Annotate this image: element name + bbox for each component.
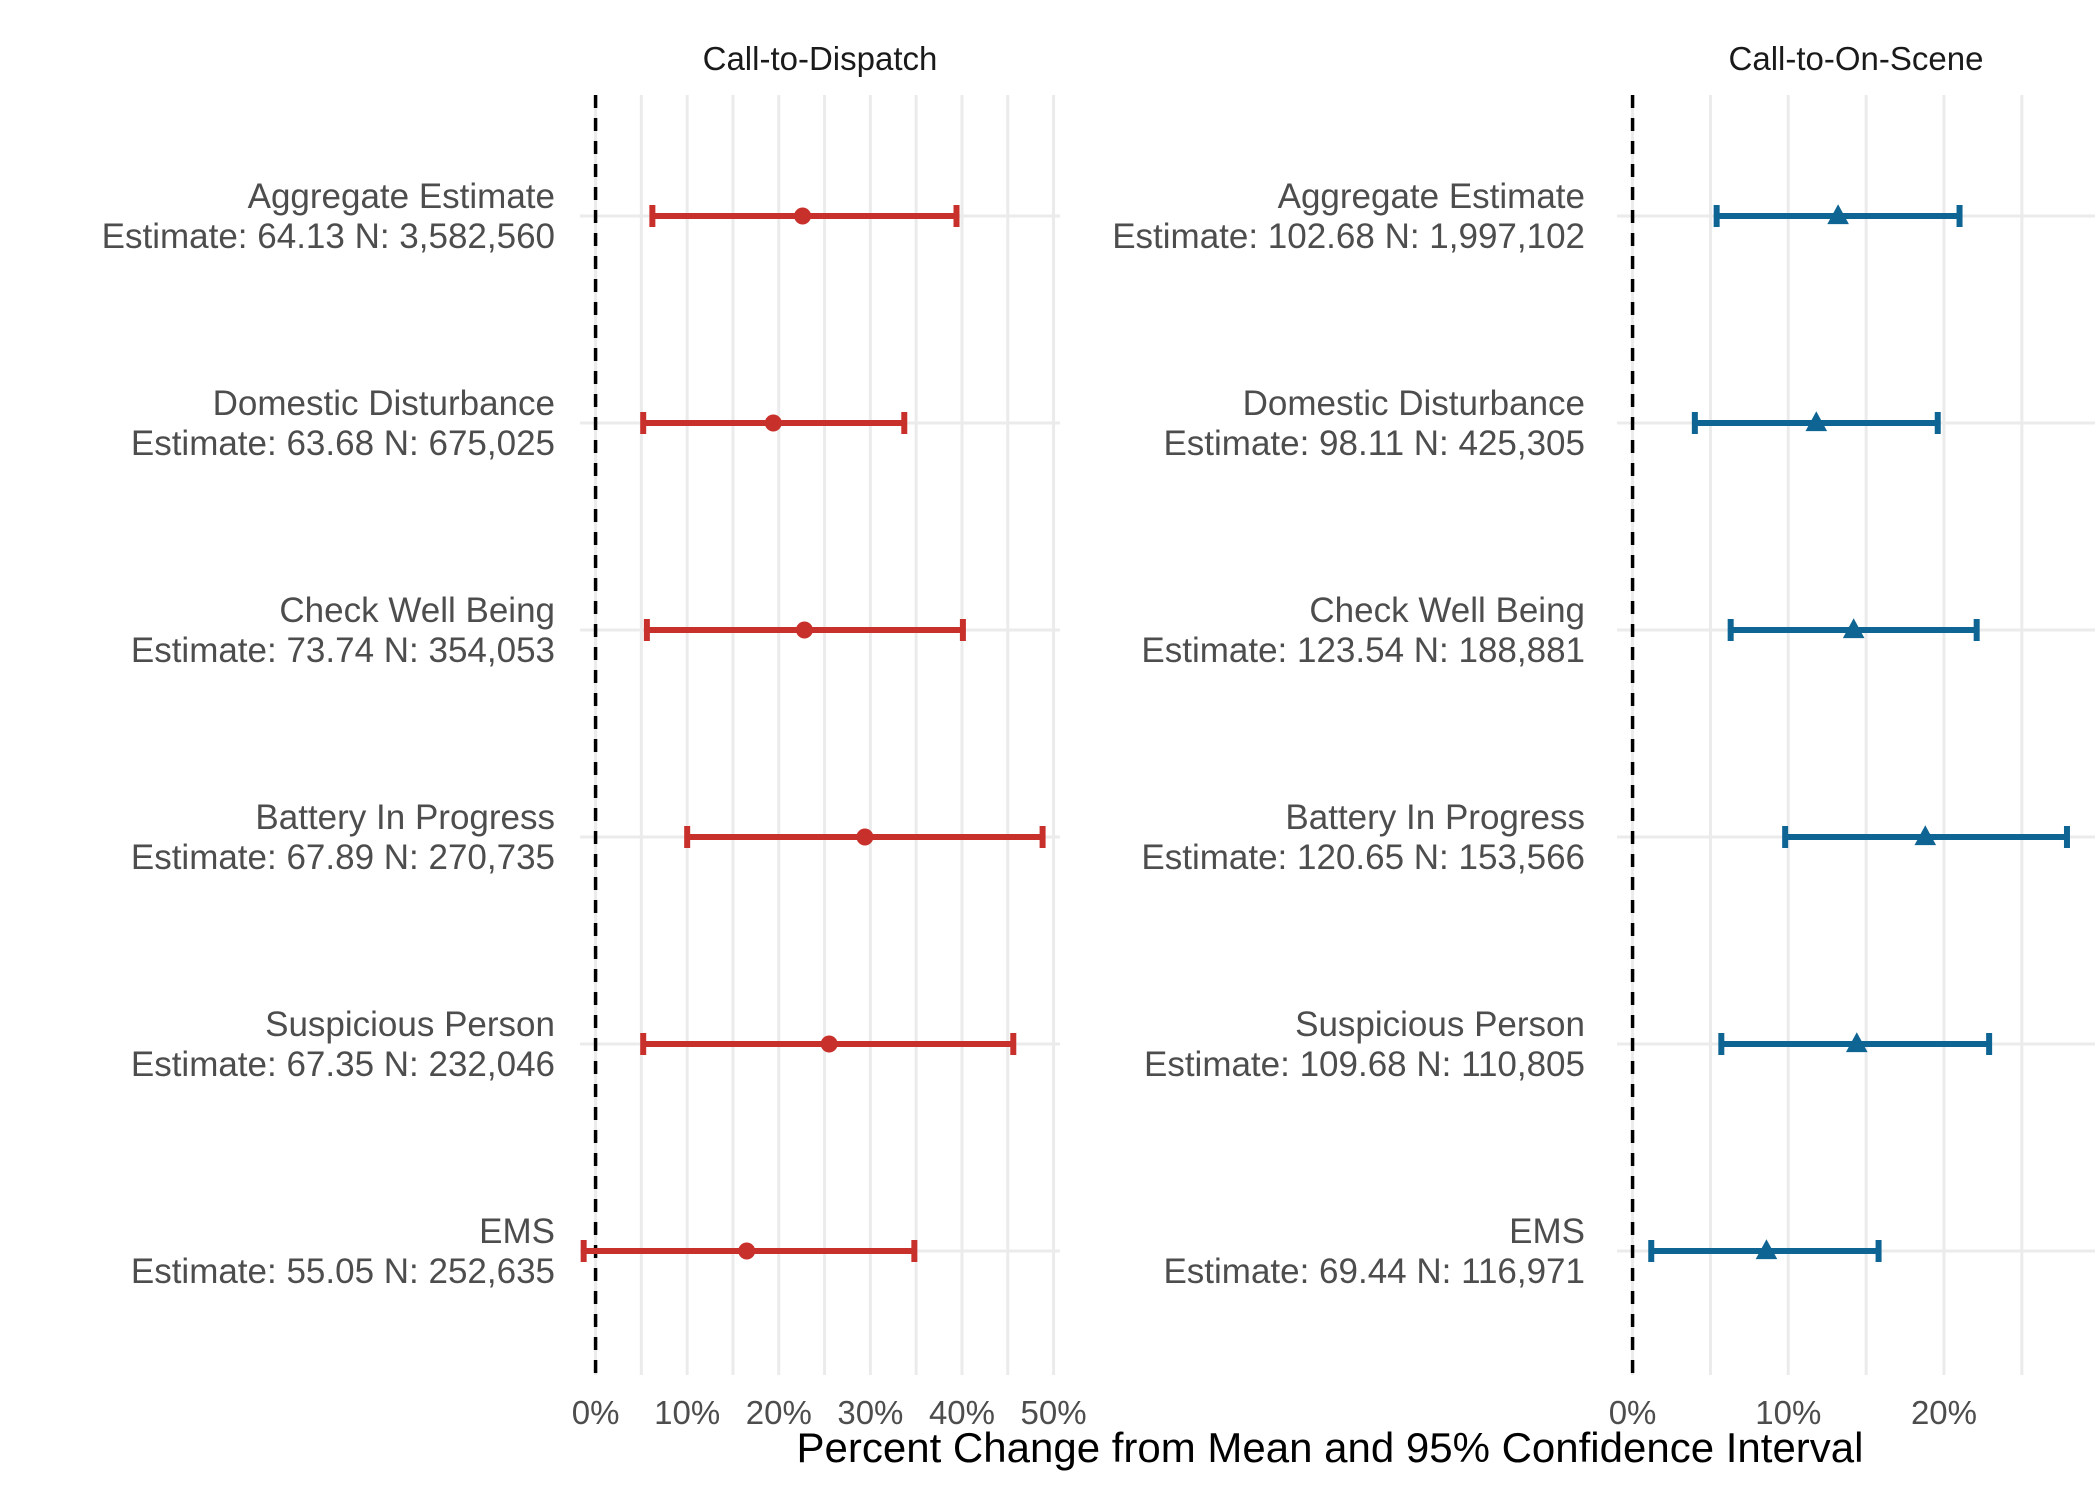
estimate-label-suspicious-person: Estimate: 109.68 N: 110,805 [1144,1045,1585,1084]
point-estimate-ems [1755,1239,1778,1260]
panel-title: Call-to-Dispatch [703,40,938,77]
category-label-ems: EMS [479,1212,555,1251]
x-axis-title: Percent Change from Mean and 95% Confide… [797,1424,1864,1471]
estimate-label-ems: Estimate: 69.44 N: 116,971 [1163,1252,1585,1291]
category-label-aggregate-estimate: Aggregate Estimate [1278,177,1585,216]
estimate-label-battery-in-progress: Estimate: 67.89 N: 270,735 [131,838,555,877]
category-label-domestic-disturbance: Domestic Disturbance [1243,384,1585,423]
estimate-label-ems: Estimate: 55.05 N: 252,635 [131,1252,555,1291]
panel-title: Call-to-On-Scene [1729,40,1984,77]
point-estimate-check-well-being [795,621,813,639]
point-estimate-battery-in-progress [856,828,874,846]
point-estimate-aggregate-estimate [1827,204,1849,225]
x-tick-label: 10% [1755,1394,1821,1431]
x-tick-label: 0% [572,1394,620,1431]
estimate-label-check-well-being: Estimate: 73.74 N: 354,053 [131,631,555,670]
panel-call-to-on-scene: Call-to-On-Scene 0% 10% 20% Aggregate Estima… [1112,40,2095,1431]
category-label-aggregate-estimate: Aggregate Estimate [248,177,555,216]
x-tick-label: 20% [746,1394,812,1431]
x-tick-label: 30% [837,1394,903,1431]
x-tick-label: 40% [929,1394,995,1431]
x-tick-label: 50% [1021,1394,1087,1431]
category-label-battery-in-progress: Battery In Progress [1285,798,1585,837]
point-estimate-suspicious-person [1845,1032,1868,1053]
x-tick-label: 0% [1609,1394,1657,1431]
estimate-label-suspicious-person: Estimate: 67.35 N: 232,046 [131,1045,555,1084]
point-estimate-ems [738,1242,756,1260]
point-estimate-aggregate-estimate [794,207,812,225]
estimate-label-domestic-disturbance: Estimate: 98.11 N: 425,305 [1163,424,1585,463]
category-label-battery-in-progress: Battery In Progress [255,798,555,837]
point-estimate-battery-in-progress [1914,825,1937,846]
category-label-ems: EMS [1509,1212,1585,1251]
category-label-check-well-being: Check Well Being [1309,591,1585,630]
estimate-label-check-well-being: Estimate: 123.54 N: 188,881 [1141,631,1585,670]
x-tick-label: 10% [654,1394,720,1431]
estimate-label-battery-in-progress: Estimate: 120.65 N: 153,566 [1141,838,1585,877]
category-label-domestic-disturbance: Domestic Disturbance [213,384,555,423]
estimate-label-aggregate-estimate: Estimate: 102.68 N: 1,997,102 [1112,217,1585,256]
point-estimate-check-well-being [1842,618,1865,639]
category-label-check-well-being: Check Well Being [279,591,555,630]
point-estimate-domestic-disturbance [1805,411,1828,432]
x-tick-label: 20% [1911,1394,1977,1431]
estimate-label-aggregate-estimate: Estimate: 64.13 N: 3,582,560 [102,217,555,256]
category-label-suspicious-person: Suspicious Person [1295,1005,1585,1044]
panel-call-to-dispatch: Call-to-Dispatch 0% 10% 20% 30% 40% 50% Aggrega… [102,40,1087,1431]
point-estimate-domestic-disturbance [764,414,782,432]
estimate-label-domestic-disturbance: Estimate: 63.68 N: 675,025 [131,424,555,463]
category-label-suspicious-person: Suspicious Person [265,1005,555,1044]
point-estimate-suspicious-person [820,1035,838,1053]
